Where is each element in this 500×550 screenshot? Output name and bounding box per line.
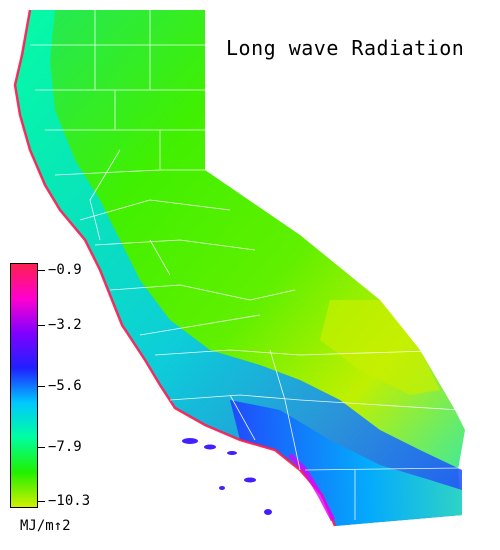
legend-label-4: −7.9 <box>48 439 82 455</box>
coastline-fringe <box>13 9 337 527</box>
legend-tick <box>38 386 45 387</box>
state-shape <box>15 10 465 526</box>
legend-label-max: −0.9 <box>48 262 82 278</box>
legend-tick <box>38 325 45 326</box>
legend-tick <box>38 501 45 502</box>
legend-label-2: −3.2 <box>48 317 82 333</box>
map-title: Long wave Radiation <box>226 36 465 60</box>
desert-yellow-patch <box>320 300 440 395</box>
legend-tick <box>38 270 45 271</box>
channel-islands <box>182 438 272 515</box>
legend-label-3: −5.6 <box>48 378 82 394</box>
legend-tick <box>38 447 45 448</box>
southern-blue-region <box>230 400 462 526</box>
color-scale-bar <box>10 263 38 508</box>
county-lines <box>30 10 461 520</box>
legend-label-min: −10.3 <box>48 493 91 509</box>
units-label: MJ/m↑2 <box>20 518 71 534</box>
